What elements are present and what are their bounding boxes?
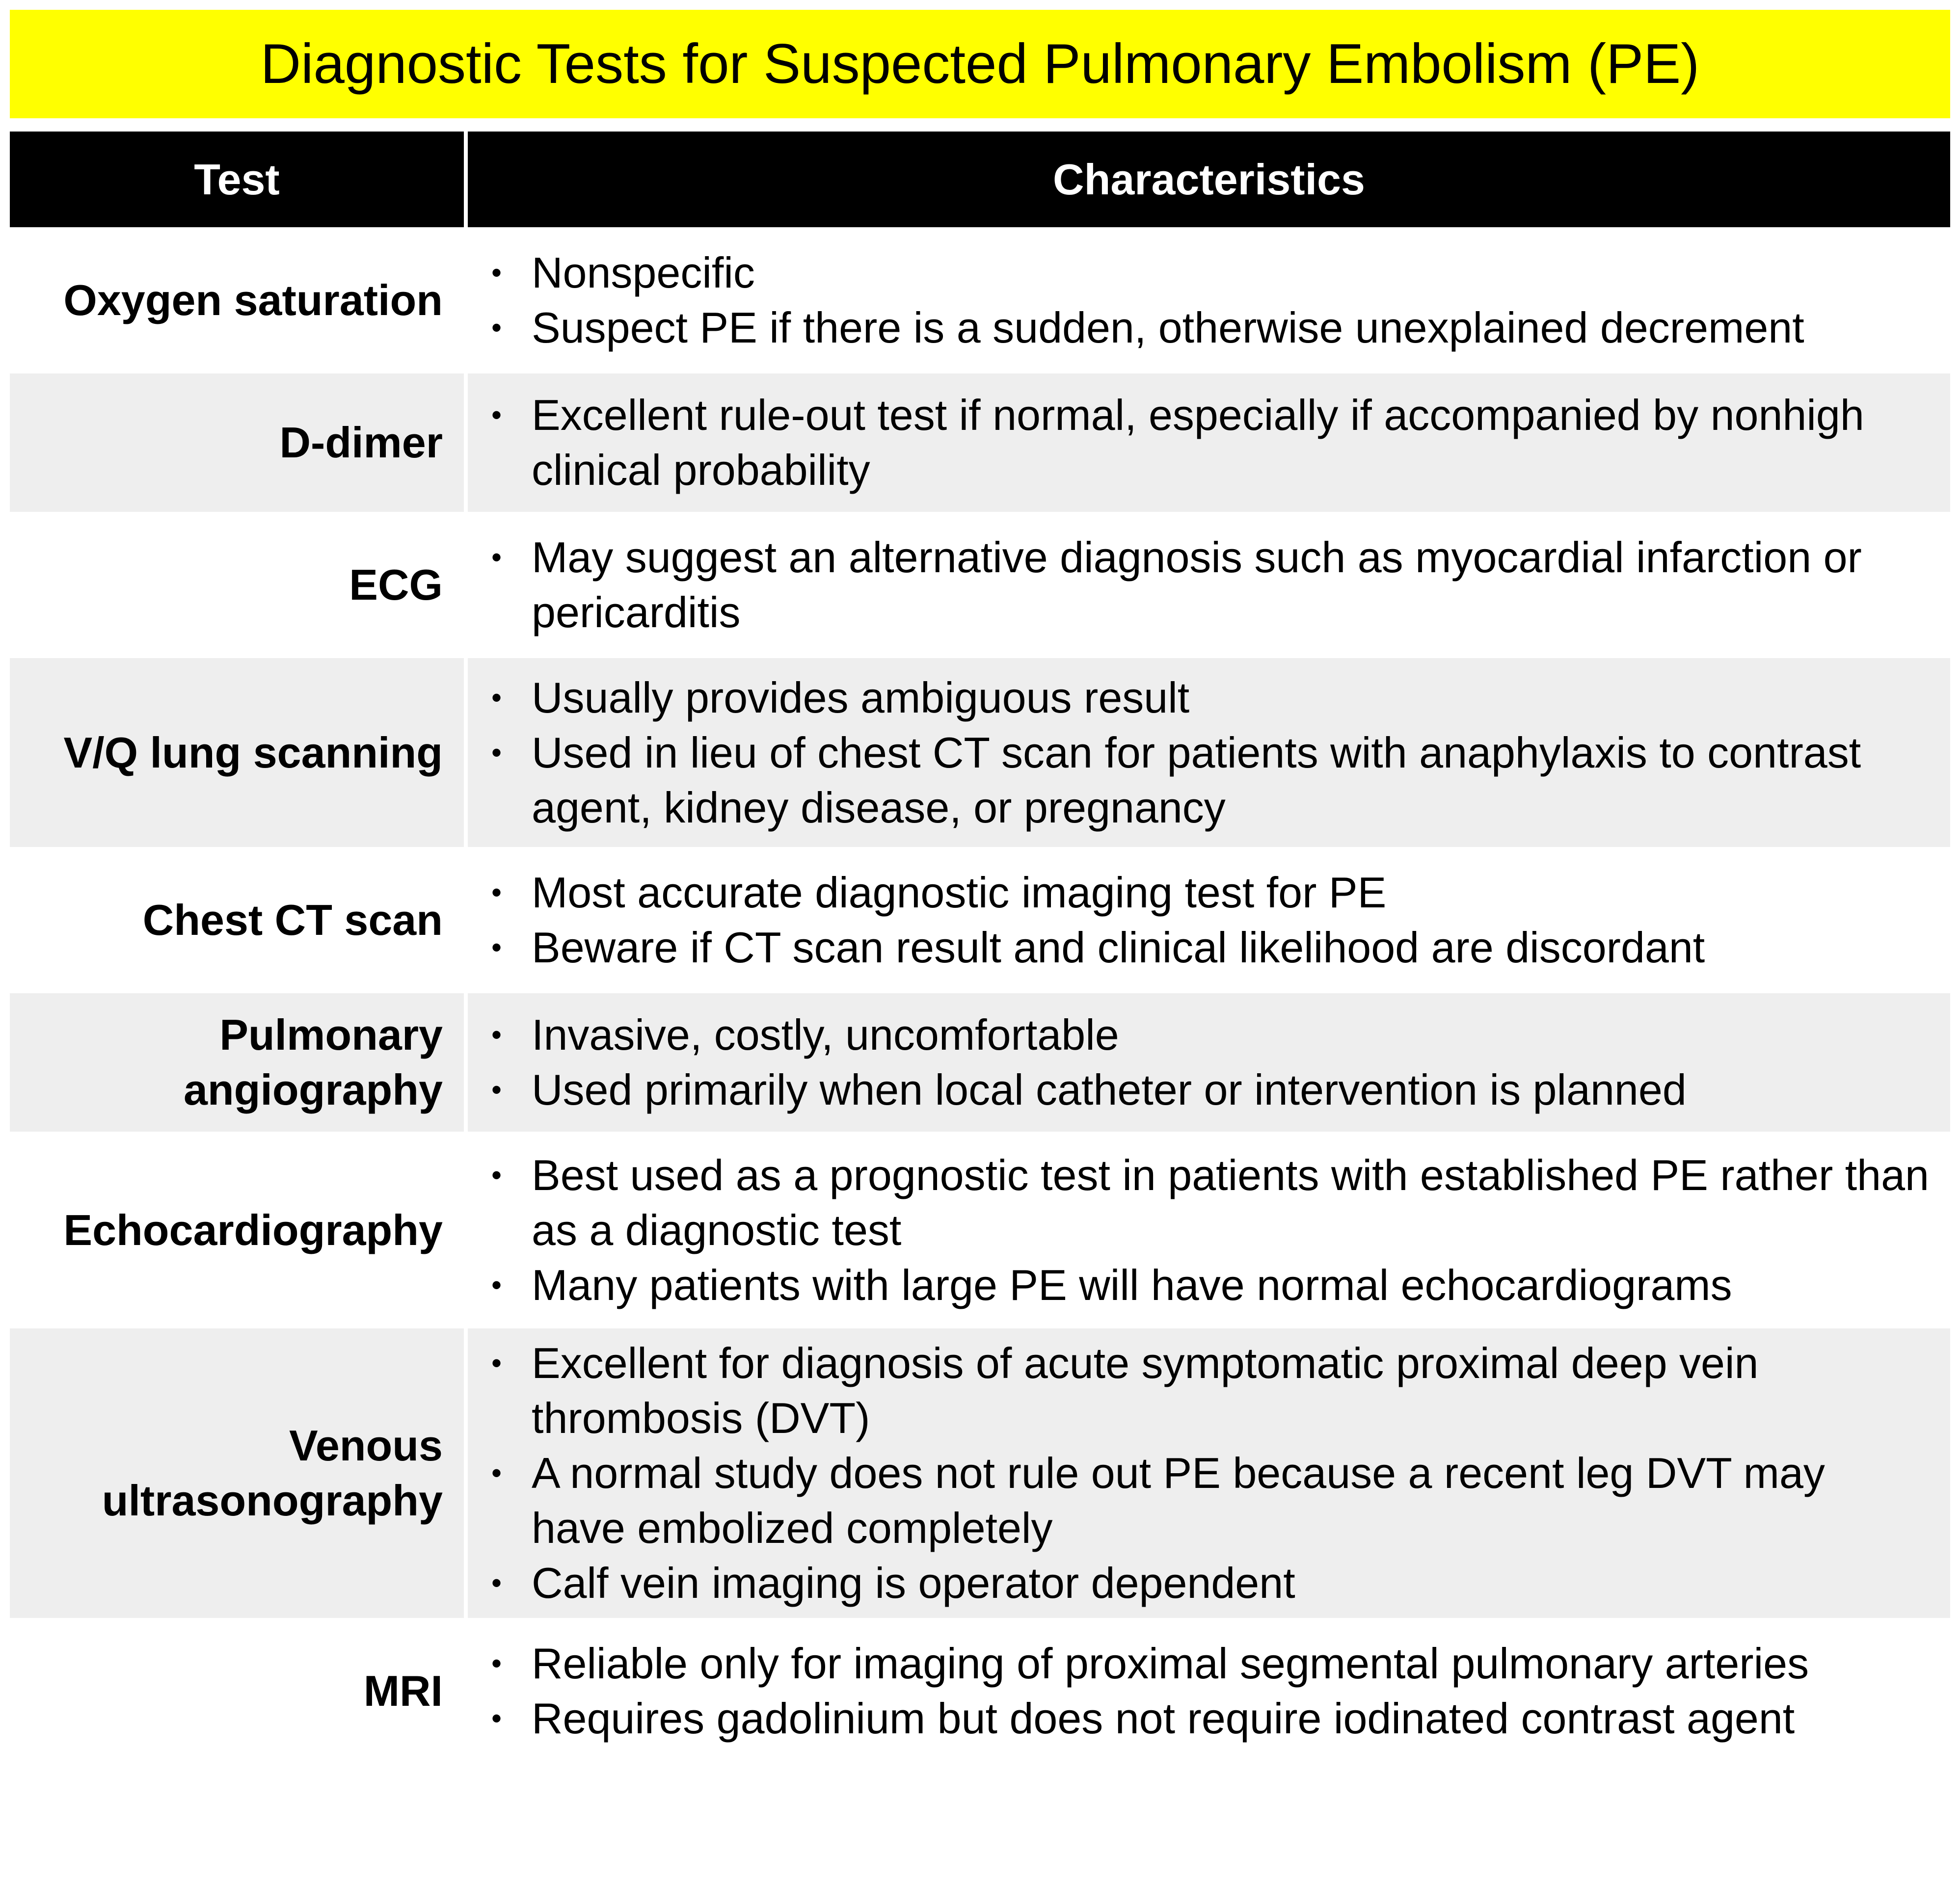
table-row: ECG • May suggest an alternative diagnosis… xyxy=(10,516,1950,654)
bullet-text: Calf vein imaging is operator dependent xyxy=(532,1559,1295,1607)
header-divider xyxy=(464,132,468,227)
bullet-dot-icon: • xyxy=(491,256,502,289)
bullet-dot-icon: • xyxy=(491,1457,502,1489)
characteristics-cell: • Reliable only for imaging of proximal s… xyxy=(468,1622,1950,1760)
characteristic-bullet: • May suggest an alternative diagnosis su… xyxy=(491,530,1931,640)
table-row: Chest CT scan • Most accurate diagnostic i… xyxy=(10,851,1950,989)
bullet-text: Used in lieu of chest CT scan for patien… xyxy=(532,728,1861,832)
characteristics-cell: • Invasive, costly, uncomfortable • Used pr… xyxy=(468,993,1950,1132)
characteristic-bullet: • Excellent rule-out test if normal, espe… xyxy=(491,388,1931,498)
table-row: Echocardiography • Best used as a prognost… xyxy=(10,1136,1950,1325)
bullet-text: Most accurate diagnostic imaging test fo… xyxy=(532,868,1387,917)
characteristic-bullet: • Reliable only for imaging of proximal s… xyxy=(491,1636,1931,1691)
bullet-text: Excellent for diagnosis of acute symptom… xyxy=(532,1339,1759,1442)
characteristic-bullet: • Nonspecific xyxy=(491,245,1931,300)
bullet-text: Reliable only for imaging of proximal se… xyxy=(532,1639,1809,1688)
test-name: Chest CT scan xyxy=(10,851,464,989)
bullet-dot-icon: • xyxy=(491,541,502,574)
table-body: Oxygen saturation • Nonspecific • Suspect PE… xyxy=(10,231,1950,1764)
bullet-text: Requires gadolinium but does not require… xyxy=(532,1694,1795,1743)
bullet-dot-icon: • xyxy=(491,1073,502,1106)
column-divider xyxy=(464,231,468,370)
bullet-dot-icon: • xyxy=(491,311,502,344)
bullet-dot-icon: • xyxy=(491,1268,502,1301)
column-divider xyxy=(464,516,468,654)
bullet-dot-icon: • xyxy=(491,1158,502,1192)
test-name: MRI xyxy=(10,1622,464,1760)
bullet-text: May suggest an alternative diagnosis suc… xyxy=(532,533,1862,636)
test-name: V/Q lung scanning xyxy=(10,658,464,847)
bullet-text: Many patients with large PE will have no… xyxy=(532,1260,1732,1309)
characteristic-bullet: • Beware if CT scan result and clinical l… xyxy=(491,920,1931,975)
bullet-dot-icon: • xyxy=(491,1018,502,1051)
table-header: Test Characteristics xyxy=(10,132,1950,227)
column-divider xyxy=(464,1136,468,1325)
bullet-dot-icon: • xyxy=(491,681,502,714)
column-divider xyxy=(464,1328,468,1618)
characteristic-bullet: • Calf vein imaging is operator dependent xyxy=(491,1556,1931,1611)
column-divider xyxy=(464,658,468,847)
table-row: MRI • Reliable only for imaging of proxima… xyxy=(10,1622,1950,1760)
characteristics-cell: • Usually provides ambiguous result • Used … xyxy=(468,658,1950,847)
characteristic-bullet: • A normal study does not rule out PE bec… xyxy=(491,1446,1931,1556)
test-name: D-dimer xyxy=(10,373,464,512)
characteristics-cell: • Best used as a prognostic test in patie… xyxy=(468,1136,1950,1325)
bullet-text: Used primarily when local catheter or in… xyxy=(532,1065,1687,1114)
characteristics-cell: • May suggest an alternative diagnosis su… xyxy=(468,516,1950,654)
characteristic-bullet: • Many patients with large PE will have n… xyxy=(491,1258,1931,1313)
bullet-text: Invasive, costly, uncomfortable xyxy=(532,1010,1119,1059)
column-divider xyxy=(464,1622,468,1760)
table-row: Pulmonary angiography • Invasive, costly, … xyxy=(10,993,1950,1132)
characteristic-bullet: • Excellent for diagnosis of acute sympto… xyxy=(491,1336,1931,1446)
bullet-dot-icon: • xyxy=(491,1566,502,1599)
characteristic-bullet: • Best used as a prognostic test in patie… xyxy=(491,1148,1931,1258)
column-divider xyxy=(464,851,468,989)
characteristics-cell: • Excellent for diagnosis of acute sympto… xyxy=(468,1328,1950,1618)
test-name: ECG xyxy=(10,516,464,654)
characteristics-cell: • Excellent rule-out test if normal, espe… xyxy=(468,373,1950,512)
characteristic-bullet: • Requires gadolinium but does not requir… xyxy=(491,1691,1931,1746)
characteristics-cell: • Nonspecific • Suspect PE if there is a su… xyxy=(468,231,1950,370)
column-divider xyxy=(464,993,468,1132)
table-row: V/Q lung scanning • Usually provides ambig… xyxy=(10,658,1950,847)
characteristic-bullet: • Suspect PE if there is a sudden, otherw… xyxy=(491,300,1931,355)
bullet-text: Suspect PE if there is a sudden, otherwi… xyxy=(532,303,1804,352)
characteristics-cell: • Most accurate diagnostic imaging test f… xyxy=(468,851,1950,989)
bullet-text: Nonspecific xyxy=(532,248,755,297)
column-divider xyxy=(464,373,468,512)
characteristic-bullet: • Used primarily when local catheter or i… xyxy=(491,1062,1931,1117)
test-name: Echocardiography xyxy=(10,1136,464,1325)
table-title: Diagnostic Tests for Suspected Pulmonary… xyxy=(10,10,1950,118)
bullet-text: Usually provides ambiguous result xyxy=(532,673,1190,722)
diagnostic-table: Diagnostic Tests for Suspected Pulmonary… xyxy=(10,10,1950,1871)
bullet-text: Beware if CT scan result and clinical li… xyxy=(532,923,1705,972)
bullet-dot-icon: • xyxy=(491,876,502,909)
bullet-dot-icon: • xyxy=(491,1347,502,1379)
header-test: Test xyxy=(10,132,464,227)
test-name: Pulmonary angiography xyxy=(10,993,464,1132)
test-name: Venous ultrasonography xyxy=(10,1328,464,1618)
bullet-text: Best used as a prognostic test in patien… xyxy=(532,1150,1929,1254)
bullet-dot-icon: • xyxy=(491,931,502,964)
bullet-dot-icon: • xyxy=(491,1647,502,1680)
characteristic-bullet: • Usually provides ambiguous result xyxy=(491,670,1931,725)
bullet-dot-icon: • xyxy=(491,1702,502,1735)
table-row: Oxygen saturation • Nonspecific • Suspect PE… xyxy=(10,231,1950,370)
bullet-text: Excellent rule-out test if normal, espec… xyxy=(532,391,1864,494)
characteristic-bullet: • Used in lieu of chest CT scan for patie… xyxy=(491,725,1931,835)
characteristic-bullet: • Invasive, costly, uncomfortable xyxy=(491,1007,1931,1062)
bullet-dot-icon: • xyxy=(491,398,502,431)
header-characteristics: Characteristics xyxy=(468,132,1950,227)
bullet-text: A normal study does not rule out PE beca… xyxy=(532,1449,1825,1552)
test-name: Oxygen saturation xyxy=(10,231,464,370)
table-row: D-dimer • Excellent rule-out test if norma… xyxy=(10,373,1950,512)
table-row: Venous ultrasonography • Excellent for dia… xyxy=(10,1328,1950,1618)
characteristic-bullet: • Most accurate diagnostic imaging test f… xyxy=(491,865,1931,920)
bullet-dot-icon: • xyxy=(491,736,502,769)
